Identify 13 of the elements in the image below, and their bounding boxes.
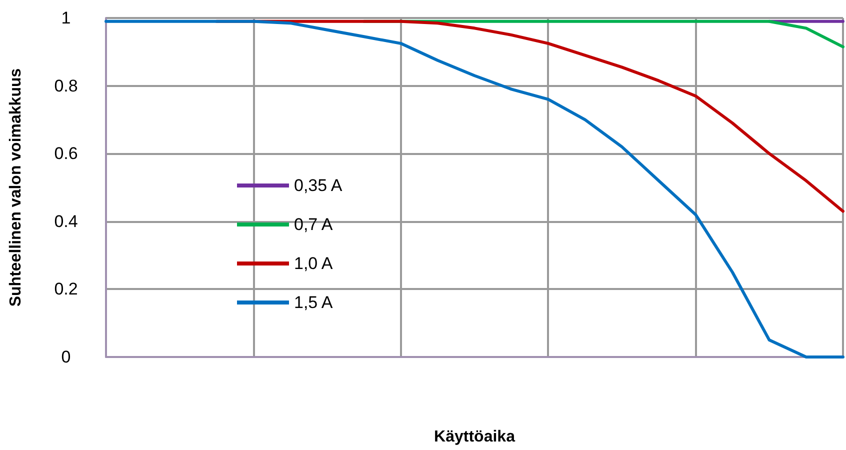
y-tick-label: 1: [61, 8, 71, 28]
legend-label: 0,35 A: [294, 176, 343, 195]
line-series: [104, 20, 844, 358]
x-axis-title: Käyttöaika: [434, 428, 516, 446]
legend-label: 1,0 A: [294, 254, 334, 273]
legend-label: 0,7 A: [294, 215, 334, 234]
y-tick-label: 0.4: [54, 212, 78, 231]
y-tick-label: 0.2: [54, 280, 78, 299]
y-tick-label: 0: [61, 348, 71, 366]
y-tick-label: 0.8: [54, 76, 78, 96]
y-tick-label: 0.6: [54, 144, 78, 164]
legend-label: 1,5 A: [294, 293, 334, 312]
y-axis-title: Suhteellinen valon voimakkuus: [8, 68, 24, 307]
